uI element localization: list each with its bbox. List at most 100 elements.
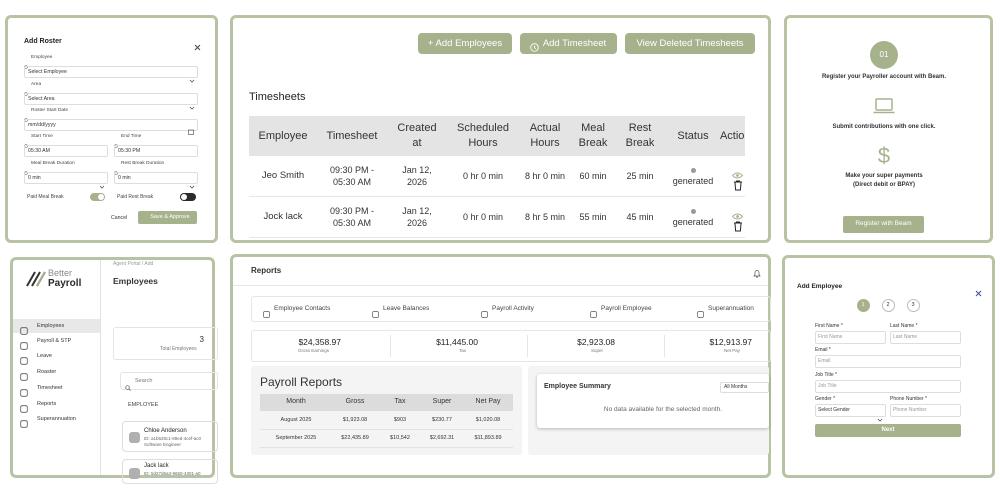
action-button[interactable] <box>625 33 755 54</box>
cell: 09:30 PM - 05:30 AM <box>329 164 375 187</box>
column-header: Employee <box>258 129 308 142</box>
nav-item[interactable]: Employees <box>37 322 65 329</box>
input[interactable] <box>114 172 198 184</box>
register-button[interactable] <box>843 216 924 233</box>
summary-value: $24,358.97 <box>298 336 341 347</box>
cancel-button[interactable]: Cancel <box>111 214 128 221</box>
input-placeholder: Email <box>818 358 831 365</box>
calendar-icon <box>188 122 194 135</box>
nav-item[interactable]: Superannuation <box>37 415 76 422</box>
delete-icon[interactable] <box>733 219 743 232</box>
input[interactable] <box>114 145 198 157</box>
step-circle <box>906 298 920 312</box>
breadcrumb: Agent Portal / Add <box>113 260 154 267</box>
input[interactable] <box>24 172 108 184</box>
chevron <box>189 70 195 83</box>
action-label: Add Timesheet <box>542 37 607 49</box>
input[interactable] <box>890 331 961 344</box>
employee-id: ID: 5d27d6a3-9650-4301-a0 <box>144 471 201 477</box>
status-dot <box>690 168 696 173</box>
input-value: 05:30 AM <box>28 147 50 154</box>
view-icon[interactable] <box>731 166 744 179</box>
tab[interactable]: Employee Contacts <box>274 304 331 312</box>
field-label: Phone Number * <box>890 395 927 402</box>
view-icon[interactable] <box>731 207 744 220</box>
nav-item[interactable]: Roaster <box>37 368 57 375</box>
input[interactable] <box>815 380 961 393</box>
tab[interactable]: Superannuation <box>708 304 754 312</box>
input[interactable] <box>24 66 198 78</box>
field-label: Roster Start Date <box>31 108 69 113</box>
employee-card[interactable]: Jack lack ID: 5d27d6a3-9650-4301-a0 <box>122 459 218 484</box>
divider <box>233 285 768 286</box>
row-divider <box>260 429 513 430</box>
input-value: Select Employee <box>28 68 67 75</box>
field-label: Rest Break Duration <box>121 161 165 166</box>
column-header: Actual Hours <box>529 122 561 149</box>
nav-item[interactable]: Reports <box>37 400 57 407</box>
cell: 8 hr 0 min <box>524 170 566 181</box>
input[interactable] <box>890 404 961 417</box>
action-button[interactable] <box>418 33 512 54</box>
step-number: 2 <box>886 301 890 308</box>
cell: 60 min <box>579 170 607 181</box>
logo-text: Payroll <box>48 277 82 289</box>
summary-divider <box>527 335 528 357</box>
input[interactable] <box>24 119 198 131</box>
tab[interactable]: Leave Balances <box>383 304 430 312</box>
delete-icon[interactable] <box>733 178 743 191</box>
nav-icon <box>20 337 28 350</box>
input[interactable] <box>24 145 108 157</box>
search-box[interactable] <box>120 372 218 390</box>
field-label: Meal Break Duration <box>31 161 75 166</box>
summary-label: Net Pay <box>723 348 740 354</box>
info-text: Make your super payments <box>845 173 923 180</box>
input[interactable] <box>815 404 886 417</box>
status-dot <box>690 209 696 214</box>
input[interactable] <box>815 355 961 368</box>
tab-icon <box>481 305 488 318</box>
input[interactable] <box>815 331 886 344</box>
field-label: Last Name * <box>890 322 918 329</box>
select-value: All Months <box>724 384 748 391</box>
next-button[interactable] <box>815 424 961 437</box>
search-placeholder: Search <box>135 377 153 384</box>
nav-item[interactable]: Leave <box>37 352 52 359</box>
field-label: Start Time <box>31 134 53 139</box>
row-divider <box>249 196 745 197</box>
nav-item[interactable]: Timesheet <box>37 384 63 391</box>
input[interactable] <box>24 93 198 105</box>
cell: $22,435.89 <box>341 434 369 441</box>
input-placeholder: Job Title <box>818 383 837 390</box>
save-button[interactable] <box>138 211 197 224</box>
cell: 25 min <box>626 170 654 181</box>
step-number: 3 <box>911 301 915 308</box>
column-header: Month <box>286 398 306 406</box>
step-number: 1 <box>861 301 865 308</box>
sidebar-divider <box>100 260 101 475</box>
tab-bar <box>251 296 771 322</box>
tab[interactable]: Payroll Employee <box>601 304 652 312</box>
tab-icon <box>590 305 597 318</box>
step-circle <box>856 298 870 312</box>
input-placeholder: Phone Number <box>893 407 927 414</box>
field-icon <box>24 83 28 96</box>
close-icon <box>194 38 201 51</box>
stat-value: 3 <box>199 335 204 344</box>
nav-item[interactable]: Payroll & STP <box>37 337 72 344</box>
cell: 8 hr 5 min <box>524 211 566 222</box>
info-text: Submit contributions with one click. <box>832 124 936 131</box>
employee-card[interactable]: Chloe Anderson ID: a1b528c1-89ed-4cef-ac0… <box>122 421 218 452</box>
info-text: (Direct debit or BPAY) <box>852 182 915 189</box>
panel <box>5 15 218 243</box>
action-button[interactable] <box>520 33 617 54</box>
action-label: + Add Employees <box>427 37 503 49</box>
tab[interactable]: Payroll Activity <box>492 304 534 312</box>
month-select[interactable] <box>720 382 769 393</box>
field-label: End Time <box>121 134 142 139</box>
cell: August 2025 <box>280 416 312 423</box>
toggle[interactable] <box>90 193 105 201</box>
field-label: Job Title * <box>815 371 837 378</box>
nav-icon <box>20 352 28 365</box>
toggle[interactable] <box>180 193 196 201</box>
